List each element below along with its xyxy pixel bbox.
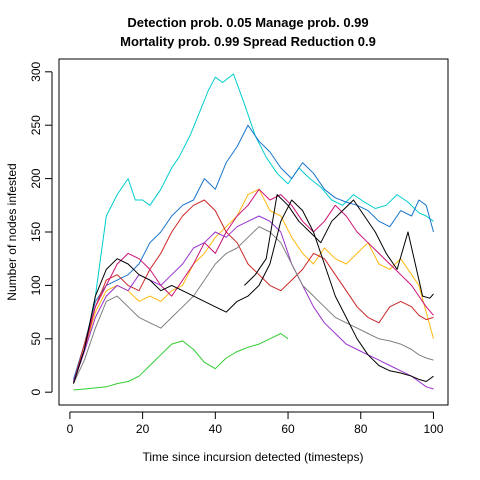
x-axis: 0 20 40 60 80 100 bbox=[67, 411, 444, 436]
y-tick-label: 250 bbox=[29, 115, 43, 135]
y-tick-label: 200 bbox=[29, 168, 43, 188]
x-tick-label: 60 bbox=[281, 422, 295, 436]
y-axis: 0 50 100 150 200 250 300 bbox=[29, 61, 53, 396]
series-line-9 bbox=[73, 199, 434, 384]
y-tick-label: 0 bbox=[29, 389, 43, 396]
x-tick-label: 0 bbox=[67, 422, 74, 436]
chart-title-line-2: Mortality prob. 0.99 Spread Reduction 0.… bbox=[120, 34, 376, 49]
series-line-4 bbox=[73, 199, 434, 383]
y-tick-label: 300 bbox=[29, 61, 43, 81]
series-line-10 bbox=[244, 194, 434, 299]
series-layer bbox=[73, 73, 434, 391]
chart-title-line-1: Detection prob. 0.05 Manage prob. 0.99 bbox=[127, 15, 368, 30]
x-tick-label: 20 bbox=[136, 422, 150, 436]
series-line-5 bbox=[73, 188, 434, 382]
y-tick-label: 100 bbox=[29, 275, 43, 295]
x-tick-label: 80 bbox=[354, 422, 368, 436]
series-line-6 bbox=[73, 215, 434, 390]
series-line-1 bbox=[73, 73, 434, 382]
y-axis-label: Number of nodes infested bbox=[5, 163, 19, 300]
plot-frame bbox=[58, 58, 449, 406]
series-line-2 bbox=[73, 124, 434, 380]
series-line-8 bbox=[73, 333, 289, 391]
x-tick-label: 40 bbox=[209, 422, 223, 436]
series-line-7 bbox=[73, 226, 434, 384]
x-tick-label: 100 bbox=[423, 422, 443, 436]
y-tick-label: 150 bbox=[29, 222, 43, 242]
x-axis-label: Time since incursion detected (timesteps… bbox=[143, 450, 364, 464]
y-tick-label: 50 bbox=[29, 332, 43, 346]
